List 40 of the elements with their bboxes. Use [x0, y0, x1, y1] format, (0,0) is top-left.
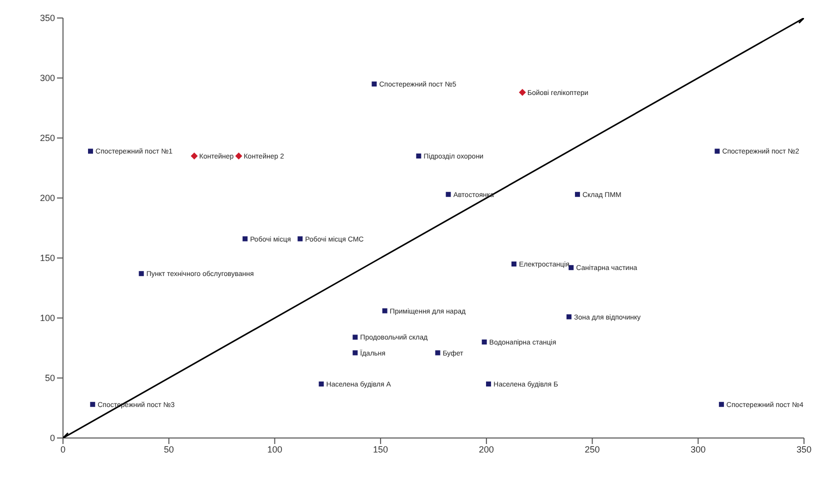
x-tick-label: 200	[478, 444, 494, 454]
point	[486, 382, 492, 386]
point	[88, 148, 94, 154]
x-tick-label: 100	[267, 444, 282, 454]
point	[446, 192, 451, 197]
point	[235, 152, 242, 160]
point	[372, 82, 377, 86]
point	[568, 265, 574, 270]
point	[482, 340, 487, 344]
point	[318, 382, 324, 386]
point	[352, 334, 358, 340]
point	[298, 236, 303, 242]
point	[574, 192, 580, 197]
point	[511, 262, 516, 266]
y-tick-label: 250	[40, 133, 55, 144]
x-tick-label: 350	[796, 444, 812, 454]
y-tick-label: 100	[40, 313, 55, 324]
point	[435, 350, 440, 356]
point	[138, 271, 144, 276]
x-tick-label: 50	[164, 444, 174, 454]
point	[518, 88, 526, 96]
point	[90, 402, 96, 407]
point	[352, 350, 358, 356]
x-tick-label: 150	[373, 444, 388, 454]
y-tick-label: 200	[40, 193, 55, 204]
y-tick-label: 50	[44, 373, 55, 384]
x-tick-label: 250	[584, 444, 600, 454]
point	[714, 148, 720, 154]
point	[382, 308, 388, 314]
y-tick-label: 350	[40, 13, 55, 24]
point	[718, 402, 724, 407]
point	[190, 152, 198, 160]
y-tick-label: 150	[40, 253, 55, 264]
point	[242, 236, 248, 242]
point	[416, 154, 422, 158]
y-tick-label: 300	[40, 73, 55, 84]
y-tick-label: 0	[50, 433, 55, 444]
x-tick-label: 300	[690, 444, 706, 454]
point	[566, 314, 572, 320]
x-tick-label: 0	[60, 444, 66, 454]
